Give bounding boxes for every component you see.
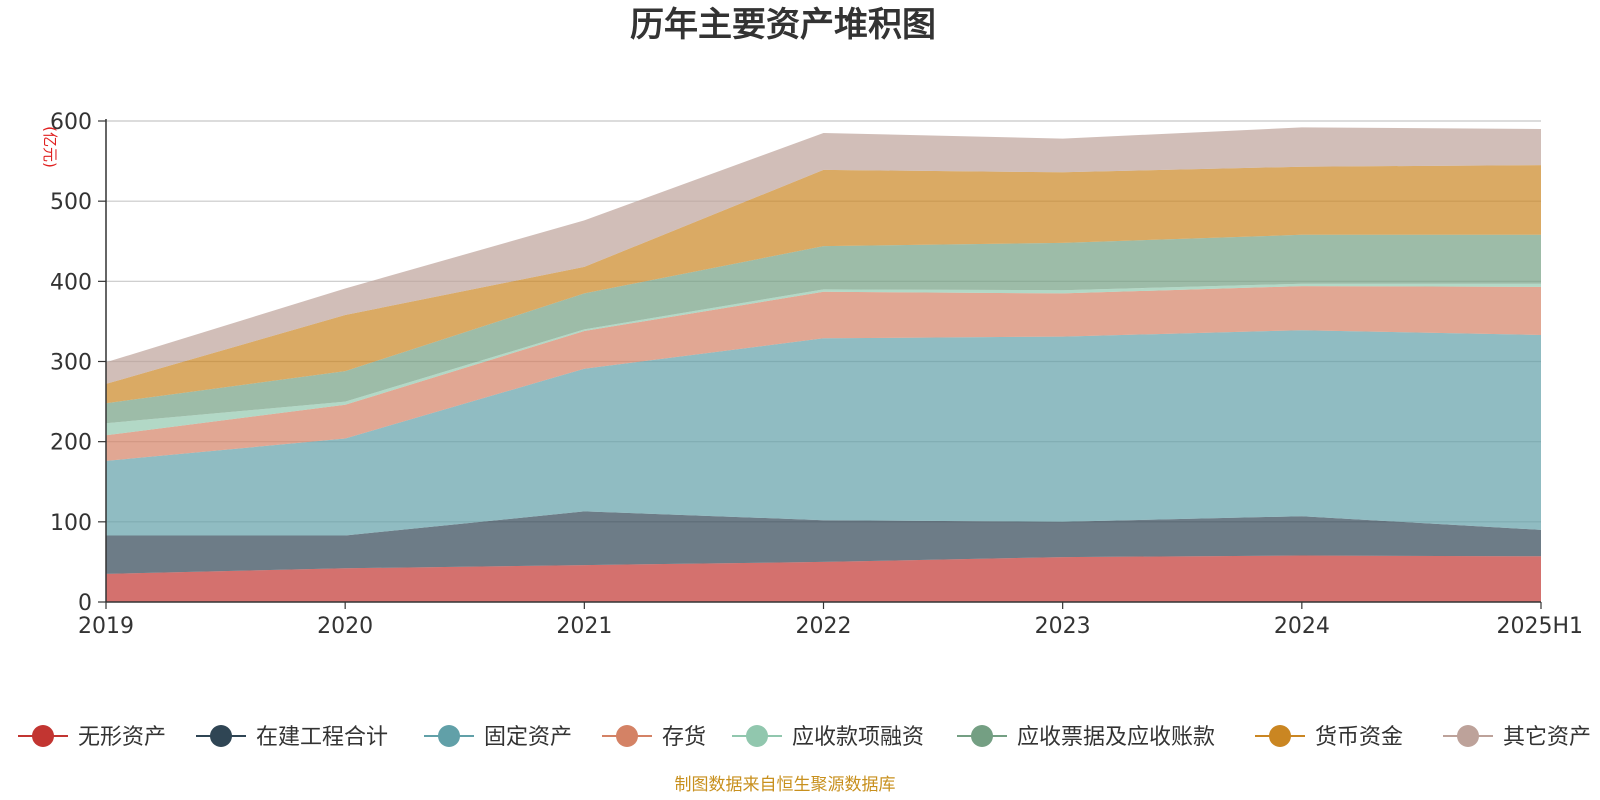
y-tick-label: 100 bbox=[50, 511, 92, 536]
x-tick-label: 2023 bbox=[1035, 614, 1091, 639]
y-tick-label: 0 bbox=[78, 591, 92, 616]
y-tick-label: 500 bbox=[50, 190, 92, 215]
legend-label: 存货 bbox=[662, 725, 706, 750]
legend-label: 货币资金 bbox=[1315, 725, 1403, 750]
legend-item-1[interactable]: 在建工程合计 bbox=[196, 725, 388, 750]
legend-marker bbox=[616, 725, 638, 747]
legend-label: 应收票据及应收账款 bbox=[1017, 725, 1215, 750]
x-tick-label: 2020 bbox=[317, 614, 373, 639]
legend-marker bbox=[210, 725, 232, 747]
area-series-2 bbox=[106, 330, 1541, 536]
legend-marker bbox=[438, 725, 460, 747]
legend-label: 无形资产 bbox=[78, 725, 166, 750]
area-series-1 bbox=[106, 511, 1541, 574]
legend-item-4[interactable]: 应收款项融资 bbox=[732, 725, 924, 750]
y-tick-label: 600 bbox=[50, 110, 92, 135]
x-tick-label: 2024 bbox=[1274, 614, 1330, 639]
area-series-7 bbox=[106, 127, 1541, 384]
area-series-3 bbox=[106, 286, 1541, 461]
area-series-5 bbox=[106, 234, 1541, 424]
x-tick-label: 2019 bbox=[78, 614, 134, 639]
legend-item-2[interactable]: 固定资产 bbox=[424, 725, 572, 750]
legend[interactable]: 无形资产 在建工程合计 固定资产 存货 应收款项融资 应收票据及应收账款 货币资金 其它资产 bbox=[18, 725, 1591, 750]
area-series-0 bbox=[106, 555, 1541, 602]
stacked-areas bbox=[106, 127, 1541, 602]
y-tick-label: 200 bbox=[50, 431, 92, 456]
legend-marker bbox=[32, 725, 54, 747]
y-tick-label: 300 bbox=[50, 351, 92, 376]
legend-label: 固定资产 bbox=[484, 725, 572, 750]
legend-marker bbox=[1269, 725, 1291, 747]
legend-marker bbox=[971, 725, 993, 747]
legend-item-3[interactable]: 存货 bbox=[602, 725, 706, 750]
chart-title: 历年主要资产堆积图 bbox=[630, 5, 936, 45]
legend-item-7[interactable]: 其它资产 bbox=[1443, 725, 1591, 750]
legend-marker bbox=[1457, 725, 1479, 747]
area-series-6 bbox=[106, 165, 1541, 404]
legend-label: 在建工程合计 bbox=[256, 725, 388, 750]
x-tick-label: 2022 bbox=[796, 614, 852, 639]
legend-marker bbox=[746, 725, 768, 747]
y-tick-label: 400 bbox=[50, 270, 92, 295]
legend-item-5[interactable]: 应收票据及应收账款 bbox=[957, 725, 1215, 750]
x-tick-label: 2021 bbox=[556, 614, 612, 639]
y-unit-label: (亿元) bbox=[41, 126, 59, 168]
x-tick-label: 2025H1 bbox=[1496, 614, 1583, 639]
legend-item-6[interactable]: 货币资金 bbox=[1255, 725, 1403, 750]
legend-item-0[interactable]: 无形资产 bbox=[18, 725, 166, 750]
legend-label: 应收款项融资 bbox=[792, 725, 924, 750]
source-note: 制图数据来自恒生聚源数据库 bbox=[675, 775, 896, 795]
legend-label: 其它资产 bbox=[1503, 725, 1591, 750]
axes: 0 100 200 300 400 500 600 2019 2020 2021 2022 2023 2… bbox=[50, 110, 1583, 639]
